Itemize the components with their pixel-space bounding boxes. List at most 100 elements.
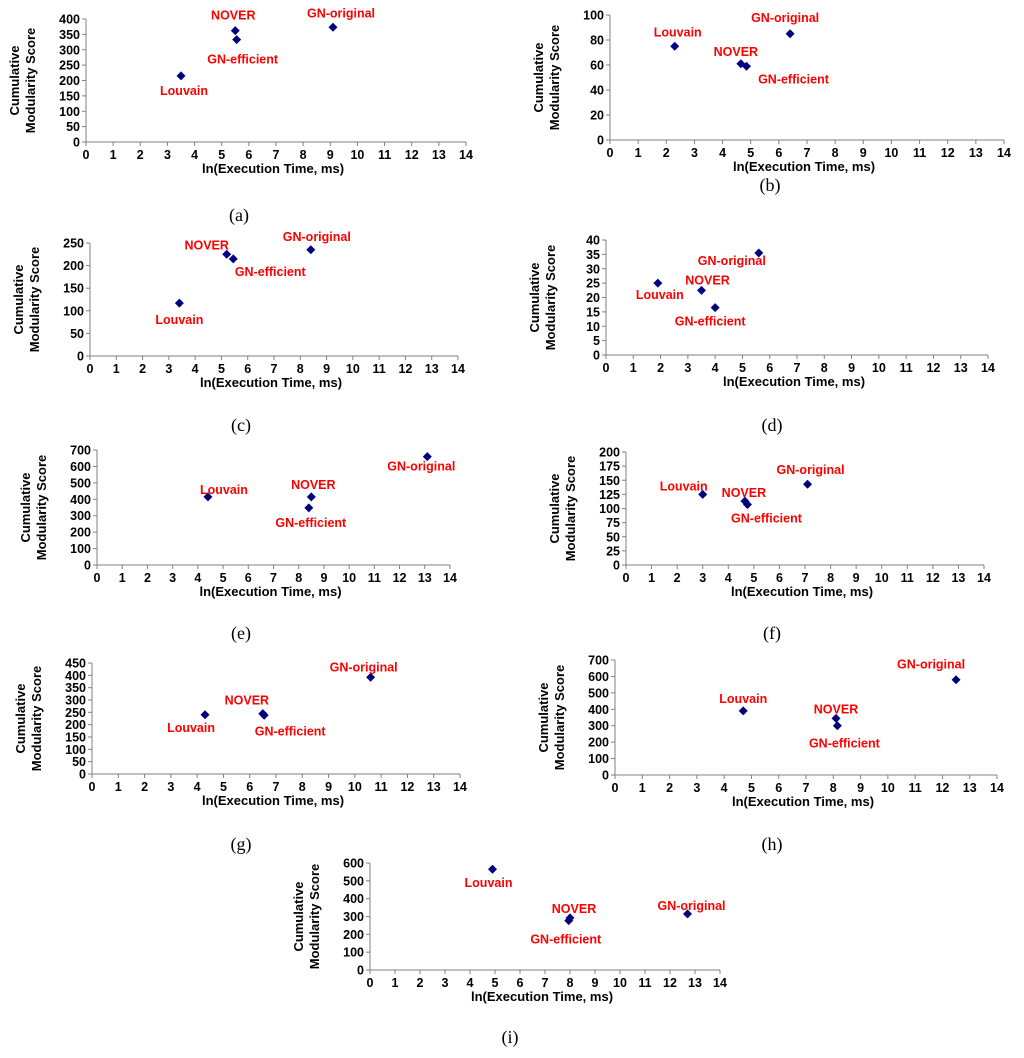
x-tick-label: 7 xyxy=(271,362,278,376)
x-tick-label: 1 xyxy=(113,362,120,376)
x-tick-label: 2 xyxy=(657,361,664,375)
x-tick-label: 8 xyxy=(827,571,834,585)
data-point-gn-original xyxy=(803,479,813,489)
x-tick-label: 9 xyxy=(592,976,599,990)
x-tick-label: 7 xyxy=(542,976,549,990)
y-tick-label: 100 xyxy=(343,946,364,960)
x-tick-label: 4 xyxy=(192,362,199,376)
point-label: Louvain xyxy=(719,692,767,706)
x-tick-label: 12 xyxy=(393,571,407,585)
point-label: Louvain xyxy=(636,288,684,302)
x-tick-label: 2 xyxy=(139,362,146,376)
y-axis-title: Cumulative xyxy=(531,42,546,112)
data-point-gn-original xyxy=(422,452,432,462)
y-tick-label: 400 xyxy=(65,669,86,683)
y-tick-label: 50 xyxy=(70,327,84,341)
x-tick-label: 2 xyxy=(663,146,670,160)
y-tick-label: 100 xyxy=(599,502,620,516)
x-tick-label: 10 xyxy=(342,571,356,585)
point-label: NOVER xyxy=(211,9,255,23)
x-tick-label: 2 xyxy=(144,571,151,585)
point-label: Louvain xyxy=(155,313,203,327)
x-tick-label: 3 xyxy=(684,361,691,375)
y-tick-label: 0 xyxy=(77,350,84,364)
point-label: NOVER xyxy=(814,702,858,716)
data-point-louvain xyxy=(200,710,210,720)
x-tick-label: 14 xyxy=(981,361,995,375)
point-label: GN-original xyxy=(283,230,351,244)
y-tick-label: 300 xyxy=(343,910,364,924)
y-axis-title: Cumulative xyxy=(18,472,33,542)
x-tick-label: 1 xyxy=(110,148,117,162)
y-tick-label: 0 xyxy=(73,136,80,150)
y-tick-label: 200 xyxy=(65,718,86,732)
x-tick-label: 5 xyxy=(218,362,225,376)
y-tick-label: 600 xyxy=(70,460,91,474)
y-tick-label: 350 xyxy=(59,28,80,42)
x-tick-label: 3 xyxy=(691,146,698,160)
x-tick-label: 10 xyxy=(884,146,898,160)
x-tick-label: 4 xyxy=(467,976,474,990)
point-label: GN-original xyxy=(387,460,455,474)
point-label: Louvain xyxy=(465,876,513,890)
x-tick-label: 3 xyxy=(699,571,706,585)
y-tick-label: 100 xyxy=(588,752,609,766)
x-tick-label: 2 xyxy=(674,571,681,585)
x-tick-label: 5 xyxy=(220,571,227,585)
y-axis-title: Cumulative xyxy=(291,881,306,951)
x-tick-label: 6 xyxy=(517,976,524,990)
x-tick-label: 14 xyxy=(453,780,467,794)
x-tick-label: 8 xyxy=(832,146,839,160)
x-tick-label: 4 xyxy=(719,146,726,160)
x-tick-label: 7 xyxy=(273,780,280,794)
x-tick-label: 8 xyxy=(297,362,304,376)
x-tick-label: 5 xyxy=(748,781,755,795)
x-tick-label: 10 xyxy=(875,571,889,585)
x-tick-label: 0 xyxy=(367,976,374,990)
y-tick-label: 500 xyxy=(343,874,364,888)
y-tick-label: 150 xyxy=(65,731,86,745)
x-tick-label: 12 xyxy=(398,362,412,376)
x-tick-label: 1 xyxy=(648,571,655,585)
y-tick-label: 25 xyxy=(586,277,600,291)
data-point-louvain xyxy=(670,41,680,51)
data-point-nover xyxy=(230,26,240,36)
y-tick-label: 250 xyxy=(65,706,86,720)
panel-caption: (c) xyxy=(231,415,251,436)
data-point-gn-efficient xyxy=(304,503,314,513)
x-tick-label: 5 xyxy=(220,780,227,794)
x-axis-title: ln(Execution Time, ms) xyxy=(733,159,875,174)
point-label: Louvain xyxy=(167,721,215,735)
y-tick-label: 0 xyxy=(613,559,620,573)
y-axis-title: Modularity Score xyxy=(547,25,562,130)
y-tick-label: 0 xyxy=(593,349,600,363)
y-tick-label: 50 xyxy=(66,120,80,134)
data-point-gn-efficient xyxy=(259,710,269,720)
data-point-nover xyxy=(306,492,316,502)
x-axis-title: ln(Execution Time, ms) xyxy=(200,375,342,390)
data-point-gn-efficient xyxy=(710,303,720,313)
y-tick-label: 175 xyxy=(599,460,620,474)
x-tick-label: 4 xyxy=(191,148,198,162)
y-tick-label: 150 xyxy=(59,89,80,103)
x-tick-label: 4 xyxy=(712,361,719,375)
y-tick-label: 0 xyxy=(597,134,604,148)
y-axis-title: Cumulative xyxy=(527,262,542,332)
y-tick-label: 40 xyxy=(586,234,600,248)
x-tick-label: 14 xyxy=(451,362,465,376)
y-tick-label: 300 xyxy=(70,509,91,523)
data-point-gn-original xyxy=(328,22,338,32)
y-axis-title: Cumulative xyxy=(547,473,562,543)
x-tick-label: 9 xyxy=(860,146,867,160)
y-tick-label: 350 xyxy=(65,681,86,695)
point-label: GN-efficient xyxy=(255,724,327,738)
data-point-louvain xyxy=(698,489,708,499)
x-tick-label: 9 xyxy=(853,571,860,585)
y-axis-title: Modularity Score xyxy=(543,245,558,350)
x-tick-label: 6 xyxy=(776,571,783,585)
y-tick-label: 50 xyxy=(72,755,86,769)
x-tick-label: 4 xyxy=(721,781,728,795)
